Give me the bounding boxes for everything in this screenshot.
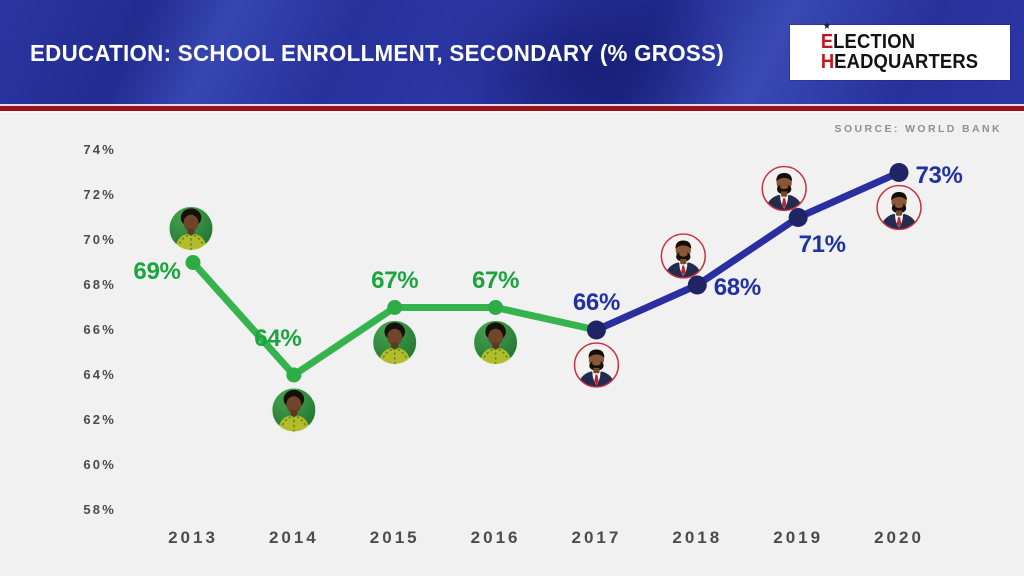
candidate-avatars xyxy=(169,167,921,434)
data-point-2017 xyxy=(586,320,606,340)
value-label-2016: 67% xyxy=(472,266,520,294)
y-tick-58pct: 58% xyxy=(83,502,116,517)
star-icon: ★ xyxy=(823,20,832,32)
man-red-ring-avatar-2020 xyxy=(877,186,921,231)
header-band: EDUCATION: SCHOOL ENROLLMENT, SECONDARY … xyxy=(0,0,1024,104)
value-label-2018: 68% xyxy=(713,274,761,301)
data-point-2016 xyxy=(488,300,504,315)
value-label-2020: 73% xyxy=(915,161,963,189)
x-tick-2014: 2014 xyxy=(268,528,319,547)
man-red-ring-avatar-2017 xyxy=(575,343,619,388)
page-title: EDUCATION: SCHOOL ENROLLMENT, SECONDARY … xyxy=(30,40,724,66)
x-tick-2019: 2019 xyxy=(773,528,824,547)
woman-green-avatar-2013 xyxy=(169,206,213,252)
blue-line xyxy=(592,169,903,334)
woman-green-avatar-2014 xyxy=(272,388,316,434)
woman-green-avatar-2016 xyxy=(473,320,517,366)
woman-green-avatar-2015 xyxy=(373,320,417,366)
data-point-2013 xyxy=(185,255,201,270)
data-point-2018 xyxy=(687,275,707,295)
y-tick-74pct: 74% xyxy=(83,142,116,157)
man-red-ring-avatar-2019 xyxy=(762,167,806,212)
data-point-2020 xyxy=(889,163,909,182)
logo-word-eadquarters: EADQUARTERS xyxy=(834,50,979,73)
value-label-2013: 69% xyxy=(133,257,181,285)
logo-word-lection: LECTION xyxy=(833,30,916,53)
data-point-2014 xyxy=(286,367,302,383)
election-headquarters-logo: ★ ELECTION HEADQUARTERS xyxy=(790,21,1010,80)
data-point-2015 xyxy=(387,300,403,315)
logo-letter-e: E xyxy=(821,30,834,53)
header-divider-light-2 xyxy=(0,111,1024,113)
value-label-2017: 66% xyxy=(572,289,621,316)
y-tick-62pct: 62% xyxy=(83,412,116,427)
y-tick-72pct: 72% xyxy=(83,187,116,202)
man-red-ring-avatar-2018 xyxy=(661,234,705,279)
y-tick-70pct: 70% xyxy=(83,232,116,247)
y-tick-60pct: 60% xyxy=(83,457,116,472)
logo-letter-h: H xyxy=(821,50,835,73)
y-tick-66pct: 66% xyxy=(83,322,116,337)
y-tick-68pct: 68% xyxy=(83,277,116,292)
logo-text: ★ ELECTION HEADQUARTERS xyxy=(821,21,979,73)
y-tick-64pct: 64% xyxy=(83,367,116,382)
x-tick-2016: 2016 xyxy=(470,528,521,547)
source-attribution: SOURCE: WORLD BANK xyxy=(834,123,1002,135)
x-tick-2013: 2013 xyxy=(168,528,218,547)
header-divider-light xyxy=(0,104,1024,106)
value-label-2015: 67% xyxy=(371,266,419,294)
x-tick-2018: 2018 xyxy=(672,528,723,547)
value-label-2014: 64% xyxy=(254,325,302,352)
x-tick-2017: 2017 xyxy=(571,528,622,547)
header-divider-red xyxy=(0,106,1024,111)
x-tick-2015: 2015 xyxy=(369,528,420,547)
data-point-2019 xyxy=(788,208,808,227)
x-tick-2020: 2020 xyxy=(874,528,924,547)
value-label-2019: 71% xyxy=(798,230,846,258)
